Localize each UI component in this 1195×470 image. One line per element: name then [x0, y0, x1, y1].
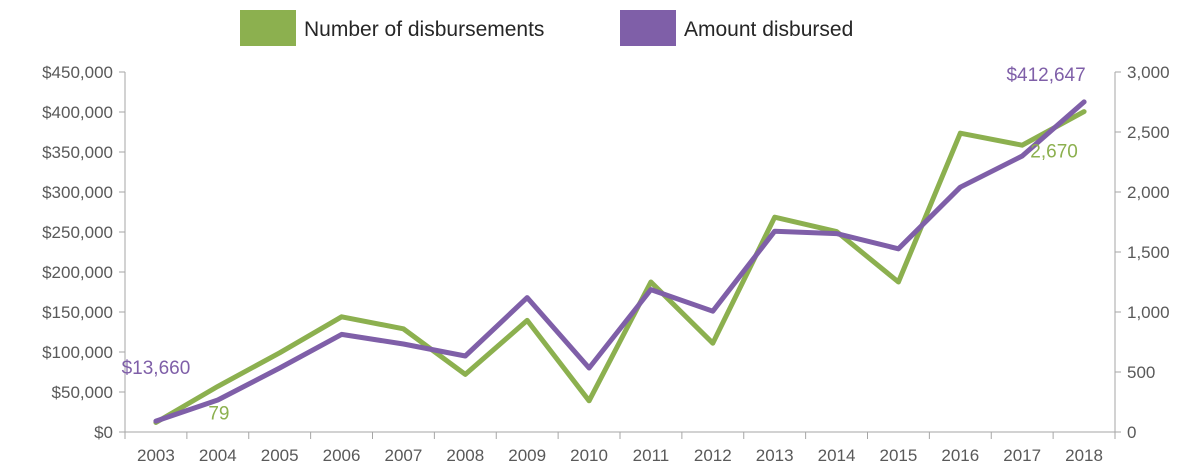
x-tick-label: 2012: [694, 446, 732, 465]
legend-number-of-disbursements-label: Number of disbursements: [304, 18, 544, 41]
data-label: $13,660: [122, 358, 191, 379]
y2-tick-label: 1,500: [1127, 243, 1170, 262]
y-tick-label: $450,000: [42, 63, 113, 82]
series-line-amount-disbursed: [153, 99, 1087, 424]
x-tick-label: 2007: [385, 446, 423, 465]
x-tick-label: 2004: [199, 446, 237, 465]
x-tick-label: 2016: [941, 446, 979, 465]
y2-tick-label: 2,500: [1127, 123, 1170, 142]
y2-tick-label: 1,000: [1127, 303, 1170, 322]
x-tick-label: 2008: [446, 446, 484, 465]
y-tick-label: $300,000: [42, 183, 113, 202]
legend-amount-disbursed-label: Amount disbursed: [684, 18, 853, 41]
x-tick-label: 2009: [508, 446, 546, 465]
x-tick-label: 2005: [261, 446, 299, 465]
y2-tick-label: 500: [1127, 363, 1155, 382]
y-tick-label: $200,000: [42, 263, 113, 282]
y-tick-label: $250,000: [42, 223, 113, 242]
y-tick-label: $0: [94, 423, 113, 442]
x-tick-label: 2014: [818, 446, 856, 465]
x-tick-label: 2003: [137, 446, 175, 465]
x-tick-label: 2015: [880, 446, 918, 465]
x-tick-label: 2017: [1003, 446, 1041, 465]
data-label: $412,647: [1006, 65, 1085, 86]
y-tick-label: $50,000: [52, 383, 113, 402]
y-tick-label: $100,000: [42, 343, 113, 362]
x-tick-label: 2018: [1065, 446, 1103, 465]
x-tick-label: 2010: [570, 446, 608, 465]
series-line-number-of-disbursements: [153, 109, 1087, 425]
data-label: 2,670: [1030, 142, 1078, 163]
legend-number-of-disbursements-swatch: [240, 10, 296, 46]
legend-amount-disbursed-swatch: [620, 10, 676, 46]
data-label: 79: [208, 404, 229, 425]
y-tick-label: $400,000: [42, 103, 113, 122]
y2-tick-label: 0: [1127, 423, 1136, 442]
y2-tick-label: 2,000: [1127, 183, 1170, 202]
y2-tick-label: 3,000: [1127, 63, 1170, 82]
x-tick-label: 2006: [323, 446, 361, 465]
x-tick-label: 2011: [633, 446, 670, 465]
x-tick-label: 2013: [756, 446, 794, 465]
y-tick-label: $150,000: [42, 303, 113, 322]
y-tick-label: $350,000: [42, 143, 113, 162]
